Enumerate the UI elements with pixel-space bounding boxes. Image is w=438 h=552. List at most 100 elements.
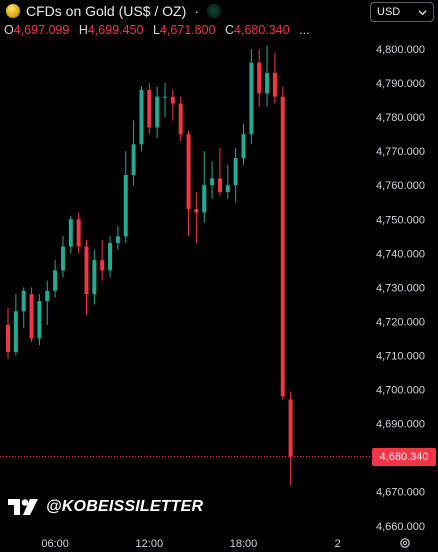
price-tick-label: 4,710.000	[376, 351, 425, 363]
candle	[100, 239, 105, 281]
tradingview-logo	[8, 499, 38, 515]
candle-body	[53, 270, 58, 291]
candle	[280, 86, 285, 400]
gold-coin-icon	[6, 4, 20, 18]
candle	[257, 49, 262, 107]
open-label: O	[4, 23, 14, 37]
currency-selector[interactable]: USD	[370, 2, 434, 22]
candle	[131, 120, 136, 186]
high-label: H	[78, 23, 88, 37]
candle	[45, 280, 50, 325]
candle	[68, 215, 73, 254]
price-tick-label: 4,800.000	[376, 44, 425, 56]
low-value: 4,671.800	[159, 23, 216, 37]
candle-body	[249, 62, 254, 135]
candles-layer	[6, 45, 293, 486]
time-tick-label: 12:00	[136, 538, 164, 550]
candle-body	[29, 294, 34, 339]
open-value: 4,697.099	[13, 23, 70, 37]
last-price-label: 4,680.340	[372, 447, 436, 466]
more-values[interactable]: ...	[299, 23, 310, 37]
candle	[170, 89, 175, 121]
candle	[108, 236, 113, 278]
price-tick-label: 4,750.000	[376, 214, 425, 226]
settings-gear-icon[interactable]	[400, 538, 410, 548]
candle	[139, 86, 144, 152]
high-value: 4,699.450	[87, 23, 144, 37]
candle-body	[170, 96, 175, 104]
candle	[272, 52, 277, 104]
candle-body	[100, 260, 105, 271]
candle	[210, 161, 215, 199]
candle	[84, 239, 89, 315]
price-tick-label: 4,790.000	[376, 78, 425, 90]
price-tick-label: 4,780.000	[376, 112, 425, 124]
candle-body	[202, 185, 207, 213]
candle	[178, 96, 183, 141]
candle-body	[6, 324, 10, 353]
candle	[53, 260, 58, 298]
candle-body	[84, 246, 89, 295]
candle-body	[45, 290, 50, 302]
candle	[265, 45, 270, 107]
candle-body	[265, 72, 270, 94]
candle	[123, 151, 128, 244]
close-label: C	[225, 23, 235, 37]
chevron-down-icon	[418, 9, 427, 15]
candle	[288, 391, 293, 486]
price-tick-label: 4,770.000	[376, 146, 425, 158]
time-tick-label: 18:00	[230, 538, 258, 550]
candle	[115, 226, 120, 250]
candle-body	[60, 246, 65, 271]
candle-body	[76, 219, 81, 247]
candle-body	[92, 260, 97, 295]
candle	[233, 147, 238, 203]
candle-body	[194, 209, 199, 213]
symbol-header[interactable]: CFDs on Gold (US$ / OZ) ·	[6, 2, 221, 20]
candle	[13, 294, 18, 356]
price-tick-label: 4,660.000	[376, 521, 425, 533]
candle-body	[37, 301, 42, 339]
candle-body	[155, 96, 160, 128]
symbol-title[interactable]: CFDs on Gold (US$ / OZ)	[26, 3, 187, 19]
close-value: 4,680.340	[234, 23, 290, 37]
candle-body	[280, 96, 285, 397]
price-tick-label: 4,670.000	[376, 487, 425, 499]
candle	[147, 83, 152, 135]
candle-body	[147, 89, 152, 128]
price-tick-label: 4,740.000	[376, 248, 425, 260]
candle-body	[21, 290, 26, 312]
low-label: L	[152, 23, 160, 37]
candle-body	[139, 89, 144, 145]
price-tick-label: 4,730.000	[376, 282, 425, 294]
candle	[29, 287, 34, 342]
candle	[37, 294, 42, 346]
candle-body	[288, 399, 293, 457]
candle	[92, 249, 97, 305]
market-open-dot-icon	[206, 4, 221, 18]
candle-body	[257, 62, 262, 94]
candle	[225, 164, 230, 199]
price-axis[interactable]: 4,660.000 4,670.000 4,690.000 4,700.000 4,71…	[376, 44, 425, 533]
watermark-handle: @KOBEISSILETTER	[46, 498, 204, 515]
watermark: @KOBEISSILETTER	[8, 498, 203, 516]
candle	[163, 83, 167, 118]
candle	[202, 151, 207, 223]
candle-body	[233, 158, 238, 186]
time-tick-label: 06:00	[41, 538, 69, 550]
candle-body	[115, 236, 120, 244]
candle-body	[217, 178, 222, 193]
candle	[249, 49, 254, 145]
candle-body	[210, 178, 215, 186]
time-axis[interactable]: 06:00 12:00 18:00 2	[41, 538, 340, 550]
ohlc-legend: O4,697.099 H4,699.450 L4,671.800 C4,680.…	[4, 23, 310, 37]
candle	[194, 192, 199, 244]
candle	[241, 123, 246, 165]
candle-body	[68, 219, 73, 247]
candle-body	[225, 185, 230, 193]
candle-body	[272, 72, 277, 97]
separator-dot: ·	[194, 3, 199, 19]
price-tick-label: 4,720.000	[376, 316, 425, 328]
candle	[186, 130, 191, 237]
